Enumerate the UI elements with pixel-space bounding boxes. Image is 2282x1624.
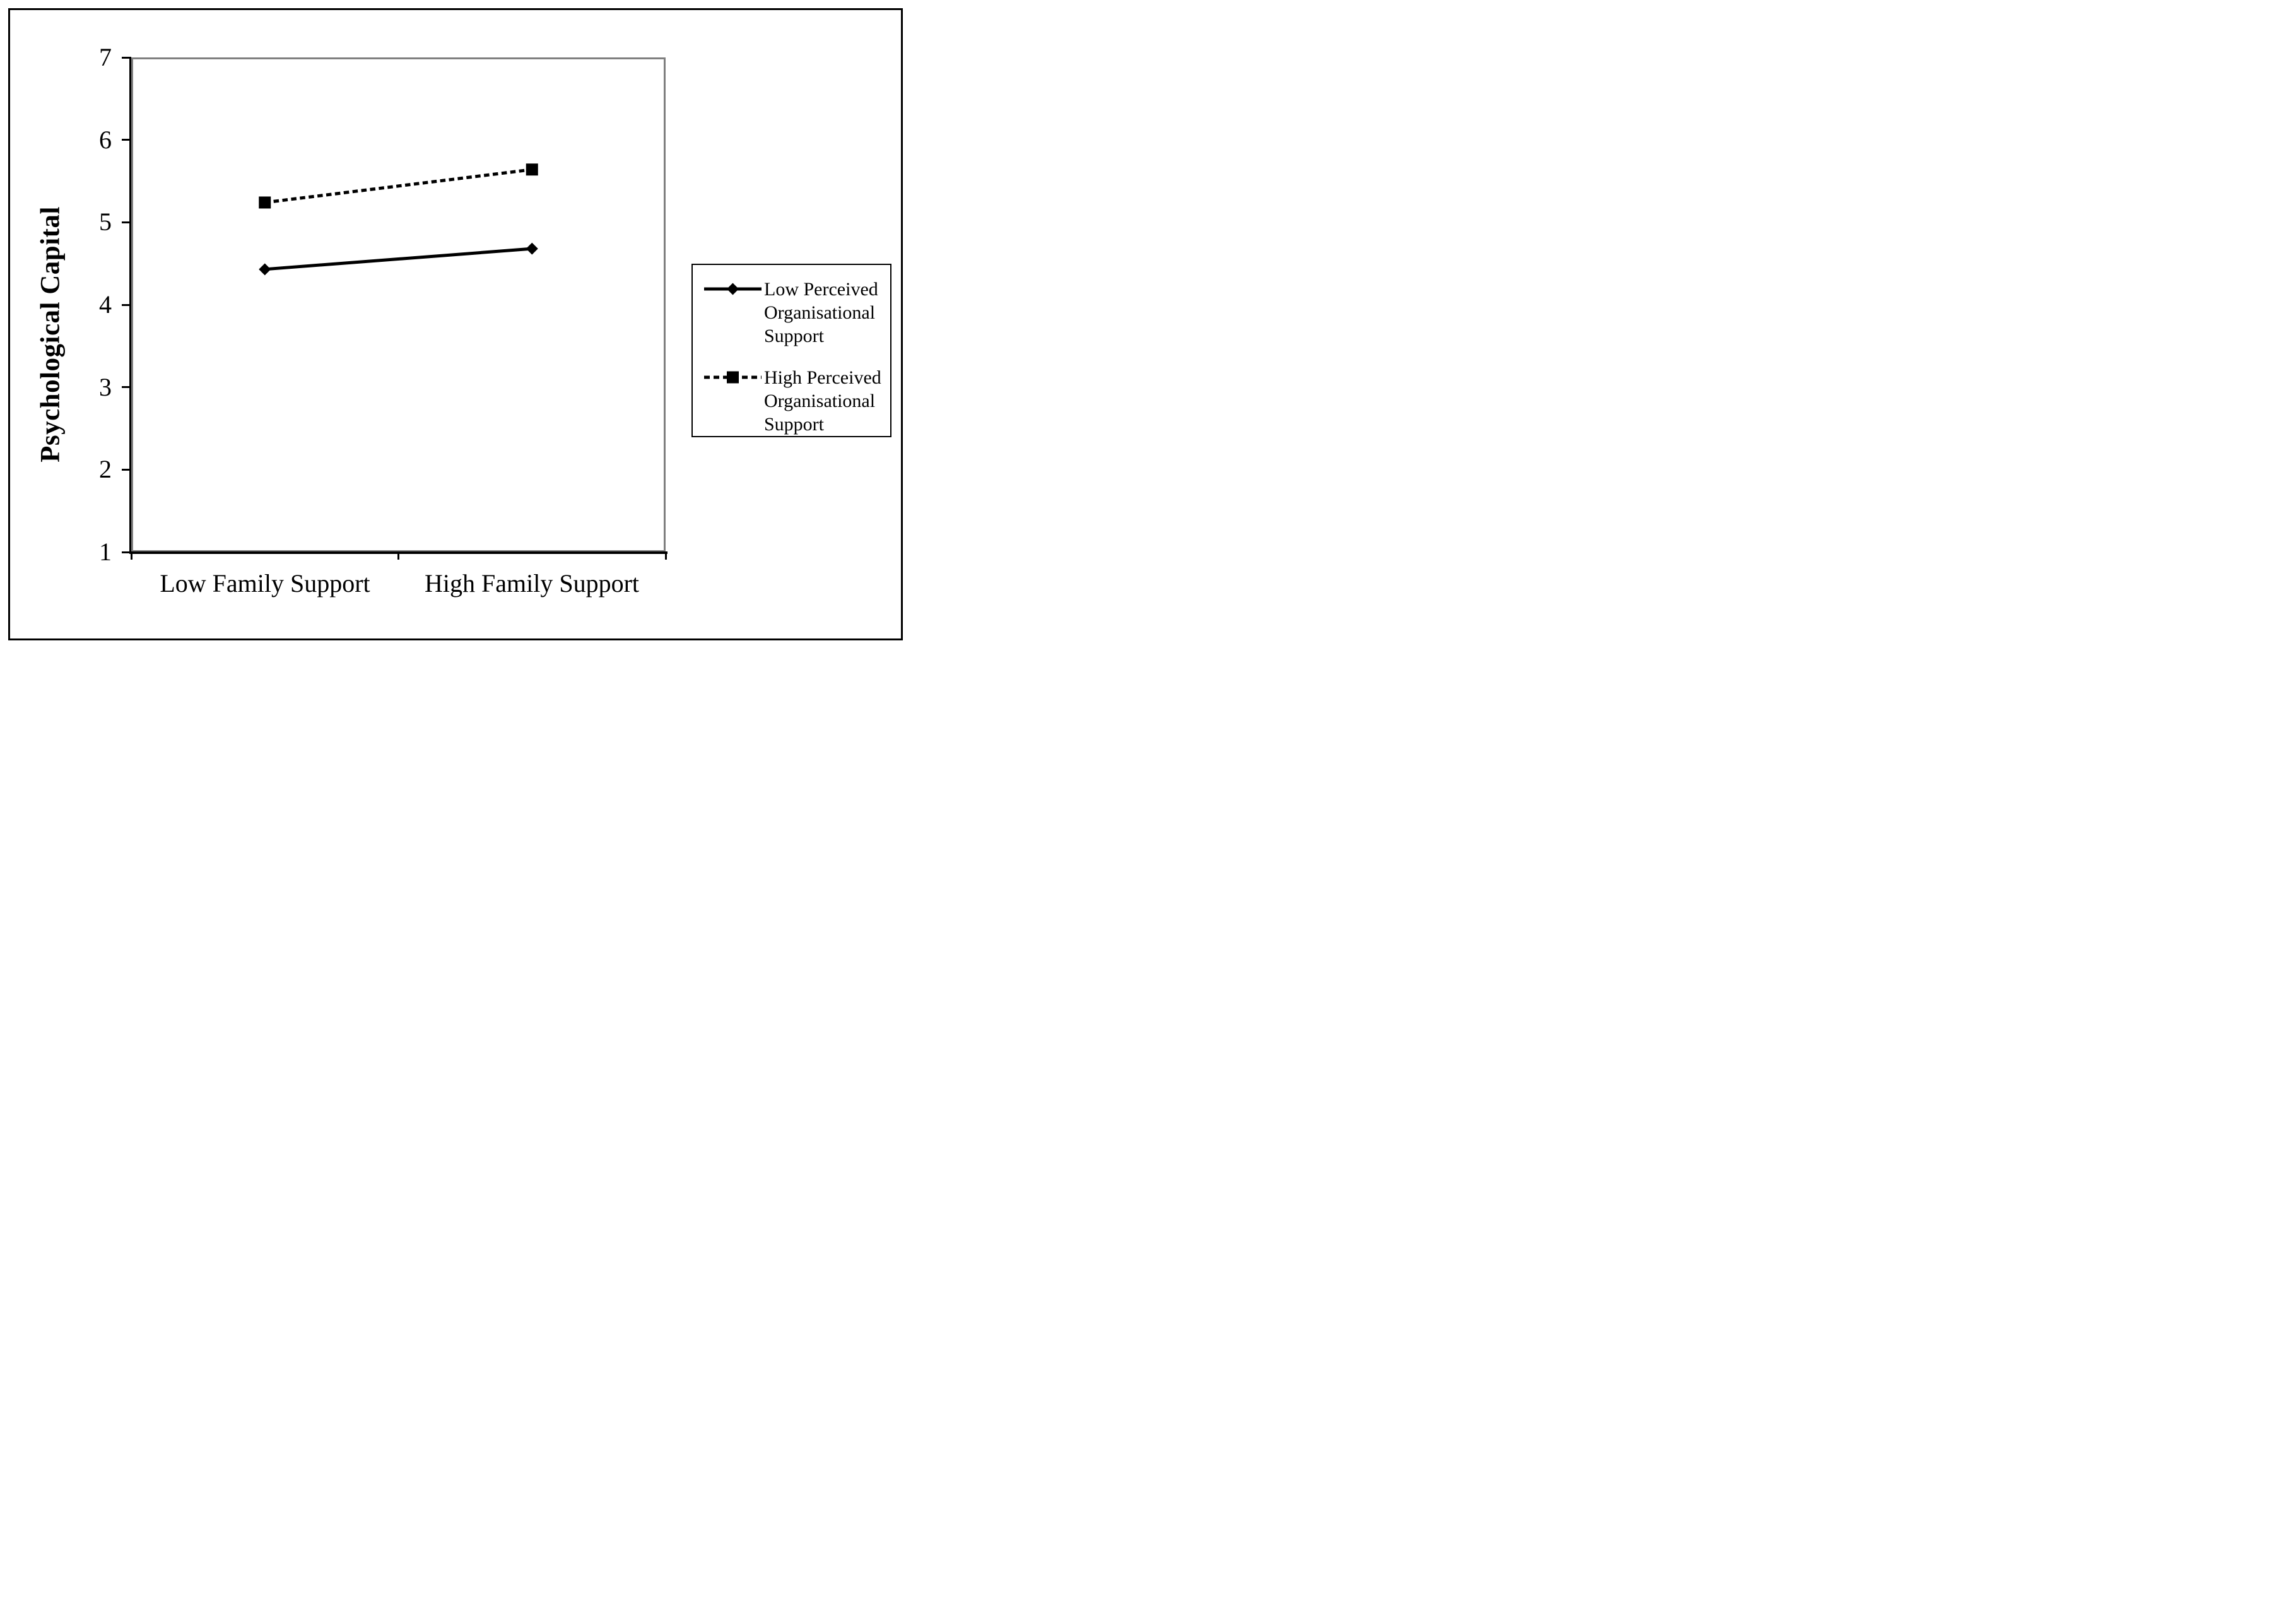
x-axis-tick-1 [397, 553, 399, 560]
y-axis-tick-4 [122, 303, 129, 306]
y-axis-tick-1 [122, 551, 129, 553]
x-axis-tick-0 [130, 553, 132, 560]
y-tick-label-1: 1 [99, 538, 112, 566]
series-line-square [264, 168, 532, 204]
legend-sample-solid-diamond [704, 283, 762, 295]
y-axis-line [129, 57, 131, 554]
plot-area: 7 6 5 4 3 2 1 [99, 43, 668, 566]
y-tick-label-5: 5 [99, 208, 112, 237]
legend-label-line: Organisational [764, 302, 876, 323]
legend-label-line: Organisational [764, 391, 876, 411]
y-tick-label-6: 6 [99, 125, 112, 154]
legend-entry-low-perceived-organisational-support: Low Perceived Organisational Support [703, 278, 886, 348]
y-axis-title: Psychological Capital [35, 206, 66, 462]
x-axis-tick-2 [664, 553, 667, 560]
legend-label: Low Perceived Organisational Support [764, 278, 878, 348]
y-axis-tick-5 [122, 221, 129, 223]
y-tick-label-4: 4 [99, 290, 112, 319]
y-tick-label-2: 2 [99, 455, 112, 484]
series-line-diamond [264, 247, 532, 271]
legend-entry-high-perceived-organisational-support: High Perceived Organisational Support [703, 366, 886, 436]
legend-sample-dashed-square [704, 371, 762, 384]
y-axis-tick-2 [122, 468, 129, 471]
y-axis-tick-3 [122, 386, 129, 389]
square-icon [727, 371, 739, 384]
square-marker-low-family [259, 196, 271, 209]
diamond-marker-high-family [526, 242, 538, 255]
legend-label-line: Support [764, 414, 825, 435]
y-axis-tick-6 [122, 139, 129, 141]
figure-canvas: Psychological Capital 7 6 5 4 3 2 1 Low Family… [0, 0, 913, 650]
diamond-marker-low-family [259, 263, 271, 276]
legend-label: High Perceived Organisational Support [764, 366, 881, 436]
square-marker-high-family [526, 163, 538, 176]
diamond-icon [727, 283, 739, 295]
y-axis-tick-7 [122, 56, 129, 59]
legend-label-line: High Perceived [764, 367, 881, 388]
y-tick-label-3: 3 [99, 372, 112, 401]
x-category-label-high-family-support: High Family Support [424, 569, 640, 597]
legend-label-line: Support [764, 326, 825, 346]
series-svg [259, 163, 538, 276]
plot-area-border [131, 57, 666, 552]
y-tick-label-7: 7 [99, 43, 112, 71]
x-category-label-low-family-support: Low Family Support [160, 569, 370, 597]
legend-box: Low Perceived Organisational Support Hig… [691, 264, 891, 437]
legend-label-line: Low Perceived [764, 279, 878, 300]
